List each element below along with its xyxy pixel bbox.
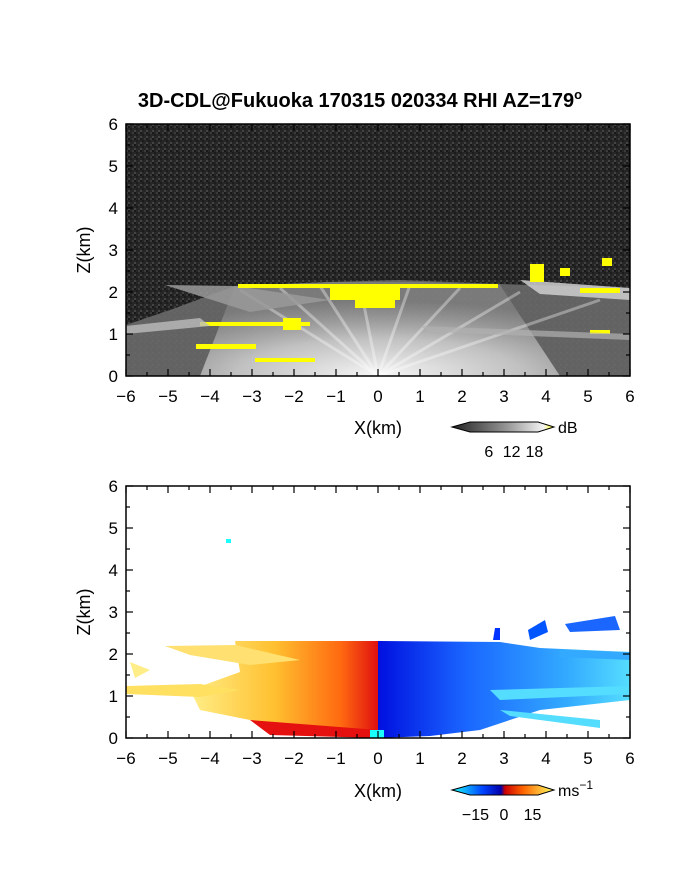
reflectivity-x-tick-label: −2 (284, 387, 303, 406)
velocity-x-tick-label: −2 (284, 749, 303, 768)
velocity-colorbar-tick-label: 15 (524, 807, 542, 824)
axes-reflectivity: −6 −5 −4 −3 −2 −1 0 1 2 3 4 5 6 0 1 2 3 4 5 6 (109, 115, 635, 406)
axes-velocity: −6 −5 −4 −3 −2 −1 0 1 2 3 4 5 6 0 1 2 3 4 5 6 (109, 477, 635, 768)
velocity-y-tick-label: 2 (109, 645, 118, 664)
velocity-y-tick-label: 4 (109, 561, 118, 580)
reflectivity-x-tick-label: 0 (373, 387, 382, 406)
velocity-y-tick-label: 0 (109, 729, 118, 748)
reflectivity-x-tick-label: −6 (116, 387, 135, 406)
velocity-x-tick-label: 0 (373, 749, 382, 768)
reflectivity-x-tick-label: 5 (583, 387, 592, 406)
velocity-x-tick-label: 6 (625, 749, 634, 768)
x-axis-title-reflectivity: X(km) (354, 418, 402, 438)
panel-velocity: −6 −5 −4 −3 −2 −1 0 1 2 3 4 5 6 0 1 2 3 4 5 6 X(km) Z(km) −… (74, 477, 635, 824)
reflectivity-x-tick-label: −4 (200, 387, 219, 406)
colorbar-unit-velocity: ms−1 (558, 778, 593, 800)
velocity-x-tick-label: 3 (499, 749, 508, 768)
y-axis-title-reflectivity: Z(km) (74, 227, 94, 274)
velocity-y-tick-label: 1 (109, 687, 118, 706)
colorbar-bar-reflectivity (450, 421, 556, 433)
colorbar-velocity: −15 0 15 ms−1 (450, 778, 593, 824)
reflectivity-colorbar-tick-label: 6 (484, 444, 493, 461)
colorbar-ticks-velocity: −15 0 15 (462, 807, 542, 824)
velocity-x-tick-label: −3 (242, 749, 261, 768)
figure-title: 3D-CDL@Fukuoka 170315 020334 RHI AZ=179o (138, 87, 582, 112)
velocity-x-tick-label: −4 (200, 749, 219, 768)
velocity-y-tick-label: 6 (109, 477, 118, 496)
reflectivity-colorbar-tick-label: 18 (526, 444, 544, 461)
velocity-x-tick-label: −6 (116, 749, 135, 768)
reflectivity-x-tick-label: −1 (326, 387, 345, 406)
reflectivity-x-tick-label: 6 (625, 387, 634, 406)
velocity-y-tick-label: 3 (109, 603, 118, 622)
reflectivity-colorbar-tick-label: 12 (503, 444, 521, 461)
velocity-x-tick-label: 5 (583, 749, 592, 768)
reflectivity-x-tick-label: 4 (541, 387, 550, 406)
colorbar-ticks-reflectivity: 6 12 18 (484, 444, 543, 461)
colorbar-bar-velocity (450, 784, 556, 796)
y-axis-title-velocity: Z(km) (74, 589, 94, 636)
reflectivity-y-tick-label: 1 (109, 325, 118, 344)
reflectivity-x-tick-label: 2 (457, 387, 466, 406)
colorbar-unit-reflectivity: dB (558, 420, 578, 437)
x-axis-title-velocity: X(km) (354, 781, 402, 801)
velocity-colorbar-tick-label: −15 (462, 807, 489, 824)
velocity-x-tick-label: −5 (158, 749, 177, 768)
reflectivity-x-tick-label: 3 (499, 387, 508, 406)
velocity-x-tick-label: 1 (415, 749, 424, 768)
echo-field-velocity (126, 539, 630, 738)
reflectivity-y-tick-label: 5 (109, 157, 118, 176)
reflectivity-x-tick-label: 1 (415, 387, 424, 406)
velocity-y-tick-label: 5 (109, 519, 118, 538)
reflectivity-y-tick-label: 6 (109, 115, 118, 134)
reflectivity-y-tick-label: 0 (109, 367, 118, 386)
reflectivity-x-tick-label: −3 (242, 387, 261, 406)
velocity-colorbar-tick-label: 0 (500, 807, 509, 824)
reflectivity-y-tick-label: 3 (109, 241, 118, 260)
velocity-x-tick-label: 2 (457, 749, 466, 768)
reflectivity-y-tick-label: 2 (109, 283, 118, 302)
echo-field-reflectivity (126, 258, 630, 376)
reflectivity-y-tick-label: 4 (109, 199, 118, 218)
colorbar-reflectivity: 6 12 18 dB (450, 420, 578, 461)
velocity-x-tick-label: 4 (541, 749, 550, 768)
velocity-x-tick-label: −1 (326, 749, 345, 768)
reflectivity-x-tick-label: −5 (158, 387, 177, 406)
